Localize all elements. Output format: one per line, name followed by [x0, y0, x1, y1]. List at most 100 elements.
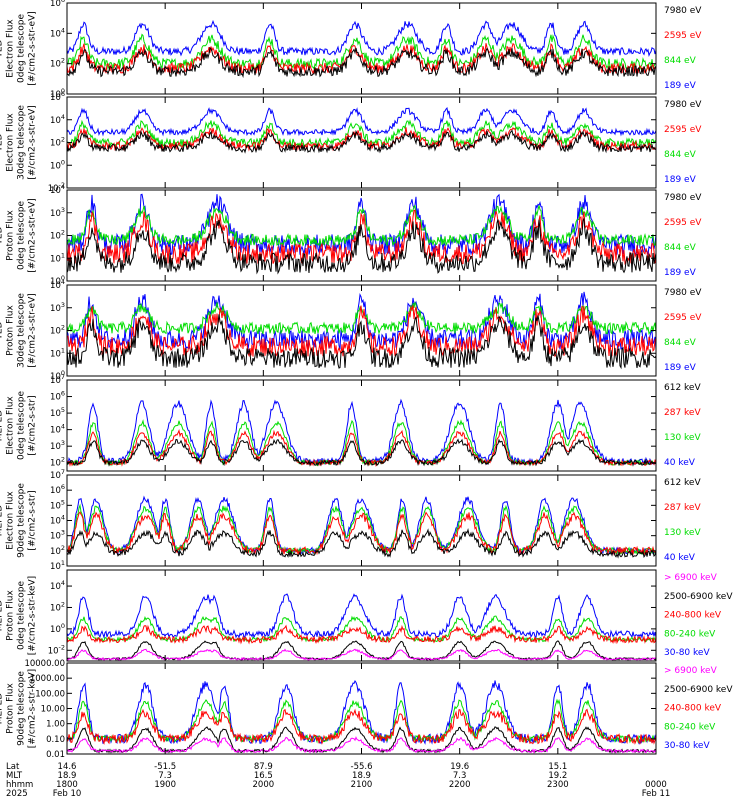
series-line-844-ev — [67, 205, 656, 248]
series-line-612-kev — [67, 527, 656, 559]
y-tick-label: 1.00 — [46, 720, 65, 730]
y-axis-label: MEPEDProton Flux0deg telescope[#/cm2-s-s… — [0, 576, 38, 655]
x-hhmm-value: 2100 — [351, 780, 373, 790]
x-mlt-value: 18.9 — [352, 771, 371, 781]
panel-2: 106 104 102 100 10-2 TEDElectron Flux30deg te… — [0, 90, 702, 194]
y-tick-label: 10-2 — [48, 181, 65, 194]
y-tick-label: 103 — [50, 206, 65, 219]
y-tick-label: 100 — [50, 87, 65, 100]
panel-8: 10000.00 1000.00 100.00 10.00 1.00 0.10 0.01 ME… — [0, 659, 733, 760]
x-date-end: Feb 11 — [642, 789, 671, 799]
legend-entry: 2595 eV — [664, 31, 702, 41]
y-tick-label: 104 — [50, 278, 65, 291]
legend-entry: 844 eV — [664, 150, 697, 160]
series-line-287-kev — [67, 429, 656, 468]
x-row-label-hhmm: hhmm — [6, 780, 33, 790]
y-tick-label: 102 — [50, 136, 65, 149]
legend-entry: 240-800 keV — [664, 704, 722, 714]
series-line-287-kev — [67, 511, 656, 556]
y-tick-label: 100 — [50, 622, 65, 635]
x-lat-value: -51.5 — [154, 762, 176, 772]
series-line-844-ev — [67, 119, 656, 149]
y-tick-label: 104 — [50, 113, 65, 126]
series-line-2595-ev — [67, 209, 656, 266]
y-tick-label: 102 — [50, 544, 65, 557]
legend-entry: 40 keV — [664, 458, 696, 468]
legend-entry: 287 keV — [664, 408, 701, 418]
legend-entry: 2500-6900 keV — [664, 592, 733, 602]
y-tick-label: 1000.00 — [30, 674, 65, 684]
y-tick-label: 103 — [50, 529, 65, 542]
x-mlt-value: 7.3 — [453, 771, 467, 781]
y-tick-label: 101 — [50, 559, 65, 572]
y-tick-label: 102 — [50, 57, 65, 70]
panel-4: 104 103 102 101 100 TEDProton Flux30deg teles… — [0, 278, 702, 382]
y-tick-label: 104 — [50, 579, 65, 592]
y-tick-label: 104 — [50, 423, 65, 436]
y-axis-label: MEPEDProton Flux90deg telescope[#/cm2-s-… — [0, 669, 38, 748]
y-tick-label: 102 — [50, 324, 65, 337]
legend-entry: 612 keV — [664, 478, 701, 488]
y-axis-label: MEPEDElectron Flux0deg telescope[#/cm2-s… — [0, 391, 38, 461]
x-mlt-value: 19.2 — [548, 771, 567, 781]
panel-1: 106 104 102 100 TEDElectron Flux0deg telesco… — [0, 0, 702, 100]
series-line-612-kev — [67, 438, 656, 467]
y-tick-label: 102 — [50, 229, 65, 242]
legend-entry: 2595 eV — [664, 313, 702, 323]
y-tick-label: 107 — [50, 373, 65, 386]
x-axis-labels: LatMLThhmm202514.618.9-51.57.387.916.5-5… — [6, 762, 670, 799]
legend-entry: 189 eV — [664, 81, 697, 91]
legend-entry: 7980 eV — [664, 288, 702, 298]
series-line-30-80-kev — [67, 593, 656, 640]
legend-entry: 844 eV — [664, 56, 697, 66]
y-axis-label: MEPEDElectron Flux90deg telescope[#/cm2-… — [0, 483, 38, 558]
y-tick-label: 104 — [50, 514, 65, 527]
y-tick-label: 10-2 — [48, 643, 65, 656]
y-tick-label: 106 — [50, 90, 65, 103]
y-tick-label: 101 — [50, 251, 65, 264]
legend-entry: 7980 eV — [664, 100, 702, 110]
legend-entry: 80-240 keV — [664, 629, 716, 639]
legend-entry: 189 eV — [664, 268, 697, 278]
y-tick-label: 104 — [50, 26, 65, 39]
y-tick-label: 104 — [50, 183, 65, 196]
y-tick-label: 100 — [50, 369, 65, 382]
series-line-30-80-kev — [67, 679, 656, 745]
series-line-240-800-kev — [67, 624, 656, 645]
y-tick-label: 102 — [50, 456, 65, 469]
series-line-7980-ev — [67, 314, 656, 370]
x-date-start: Feb 10 — [53, 789, 82, 799]
legend-entry: > 6900 keV — [664, 573, 718, 583]
series-line-240-800-kev — [67, 708, 656, 746]
x-mlt-value: 7.3 — [158, 771, 172, 781]
x-hhmm-value: 1800 — [56, 780, 78, 790]
x-row-label-lat: Lat — [6, 762, 20, 772]
x-lat-value: 14.6 — [58, 762, 77, 772]
series-line-189-ev — [67, 107, 656, 137]
series-line-844-ev — [67, 33, 656, 71]
panel-frame — [66, 2, 657, 95]
panel-7: 104 102 100 10-2 MEPEDProton Flux0deg telesc… — [0, 569, 733, 662]
legend-entry: 240-800 keV — [664, 611, 722, 621]
series-line-80-240-kev — [67, 615, 656, 644]
legend-entry: 130 keV — [664, 528, 701, 538]
y-tick-label: 105 — [50, 498, 65, 511]
series-line-7980-ev — [67, 129, 656, 154]
x-lat-value: 15.1 — [548, 762, 567, 772]
x-row-label-2025: 2025 — [6, 789, 28, 799]
panel-frame — [66, 474, 657, 567]
legend-entry: 30-80 keV — [664, 741, 710, 751]
legend-entry: > 6900 keV — [664, 666, 718, 676]
x-hhmm-value: 1900 — [154, 780, 176, 790]
legend-entry: 189 eV — [664, 363, 697, 373]
y-tick-label: 100.00 — [35, 689, 65, 699]
y-tick-label: 102 — [50, 600, 65, 613]
series-line-189-ev — [67, 291, 656, 350]
legend-entry: 189 eV — [664, 175, 697, 185]
y-tick-label: 10000.00 — [24, 659, 65, 669]
series-line-130-kev — [67, 503, 656, 555]
y-tick-label: 103 — [50, 301, 65, 314]
legend-entry: 7980 eV — [664, 193, 702, 203]
series-line-7980-ev — [67, 217, 656, 275]
y-tick-label: 0.01 — [46, 750, 65, 760]
